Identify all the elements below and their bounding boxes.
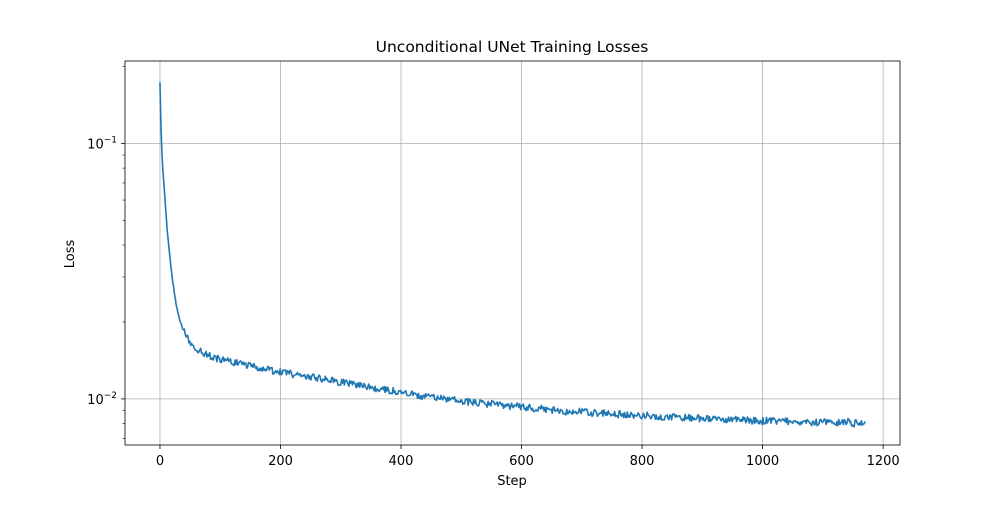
- y-axis: 10−2 10−1: [87, 66, 125, 439]
- plot-frame: [124, 60, 901, 446]
- chart-title: Unconditional UNet Training Losses: [376, 38, 649, 56]
- series-layer: [159, 82, 866, 428]
- x-tick-label: 200: [268, 454, 293, 469]
- x-tick-label: 1000: [746, 454, 779, 469]
- x-tick-label: 400: [389, 454, 414, 469]
- loss-series-line: [159, 82, 866, 428]
- y-axis-label: Loss: [63, 240, 78, 269]
- x-tick-label: 800: [630, 454, 655, 469]
- y-tick-label: 10−2: [87, 391, 117, 408]
- x-axis-label: Step: [497, 474, 527, 489]
- grid-layer: [125, 61, 900, 445]
- x-tick-label: 600: [509, 454, 534, 469]
- y-tick-label: 10−1: [87, 135, 117, 152]
- x-tick-label: 1200: [867, 454, 900, 469]
- x-axis: 0 200 400 600 800 1000 1200: [156, 445, 900, 469]
- x-tick-label: 0: [156, 454, 164, 469]
